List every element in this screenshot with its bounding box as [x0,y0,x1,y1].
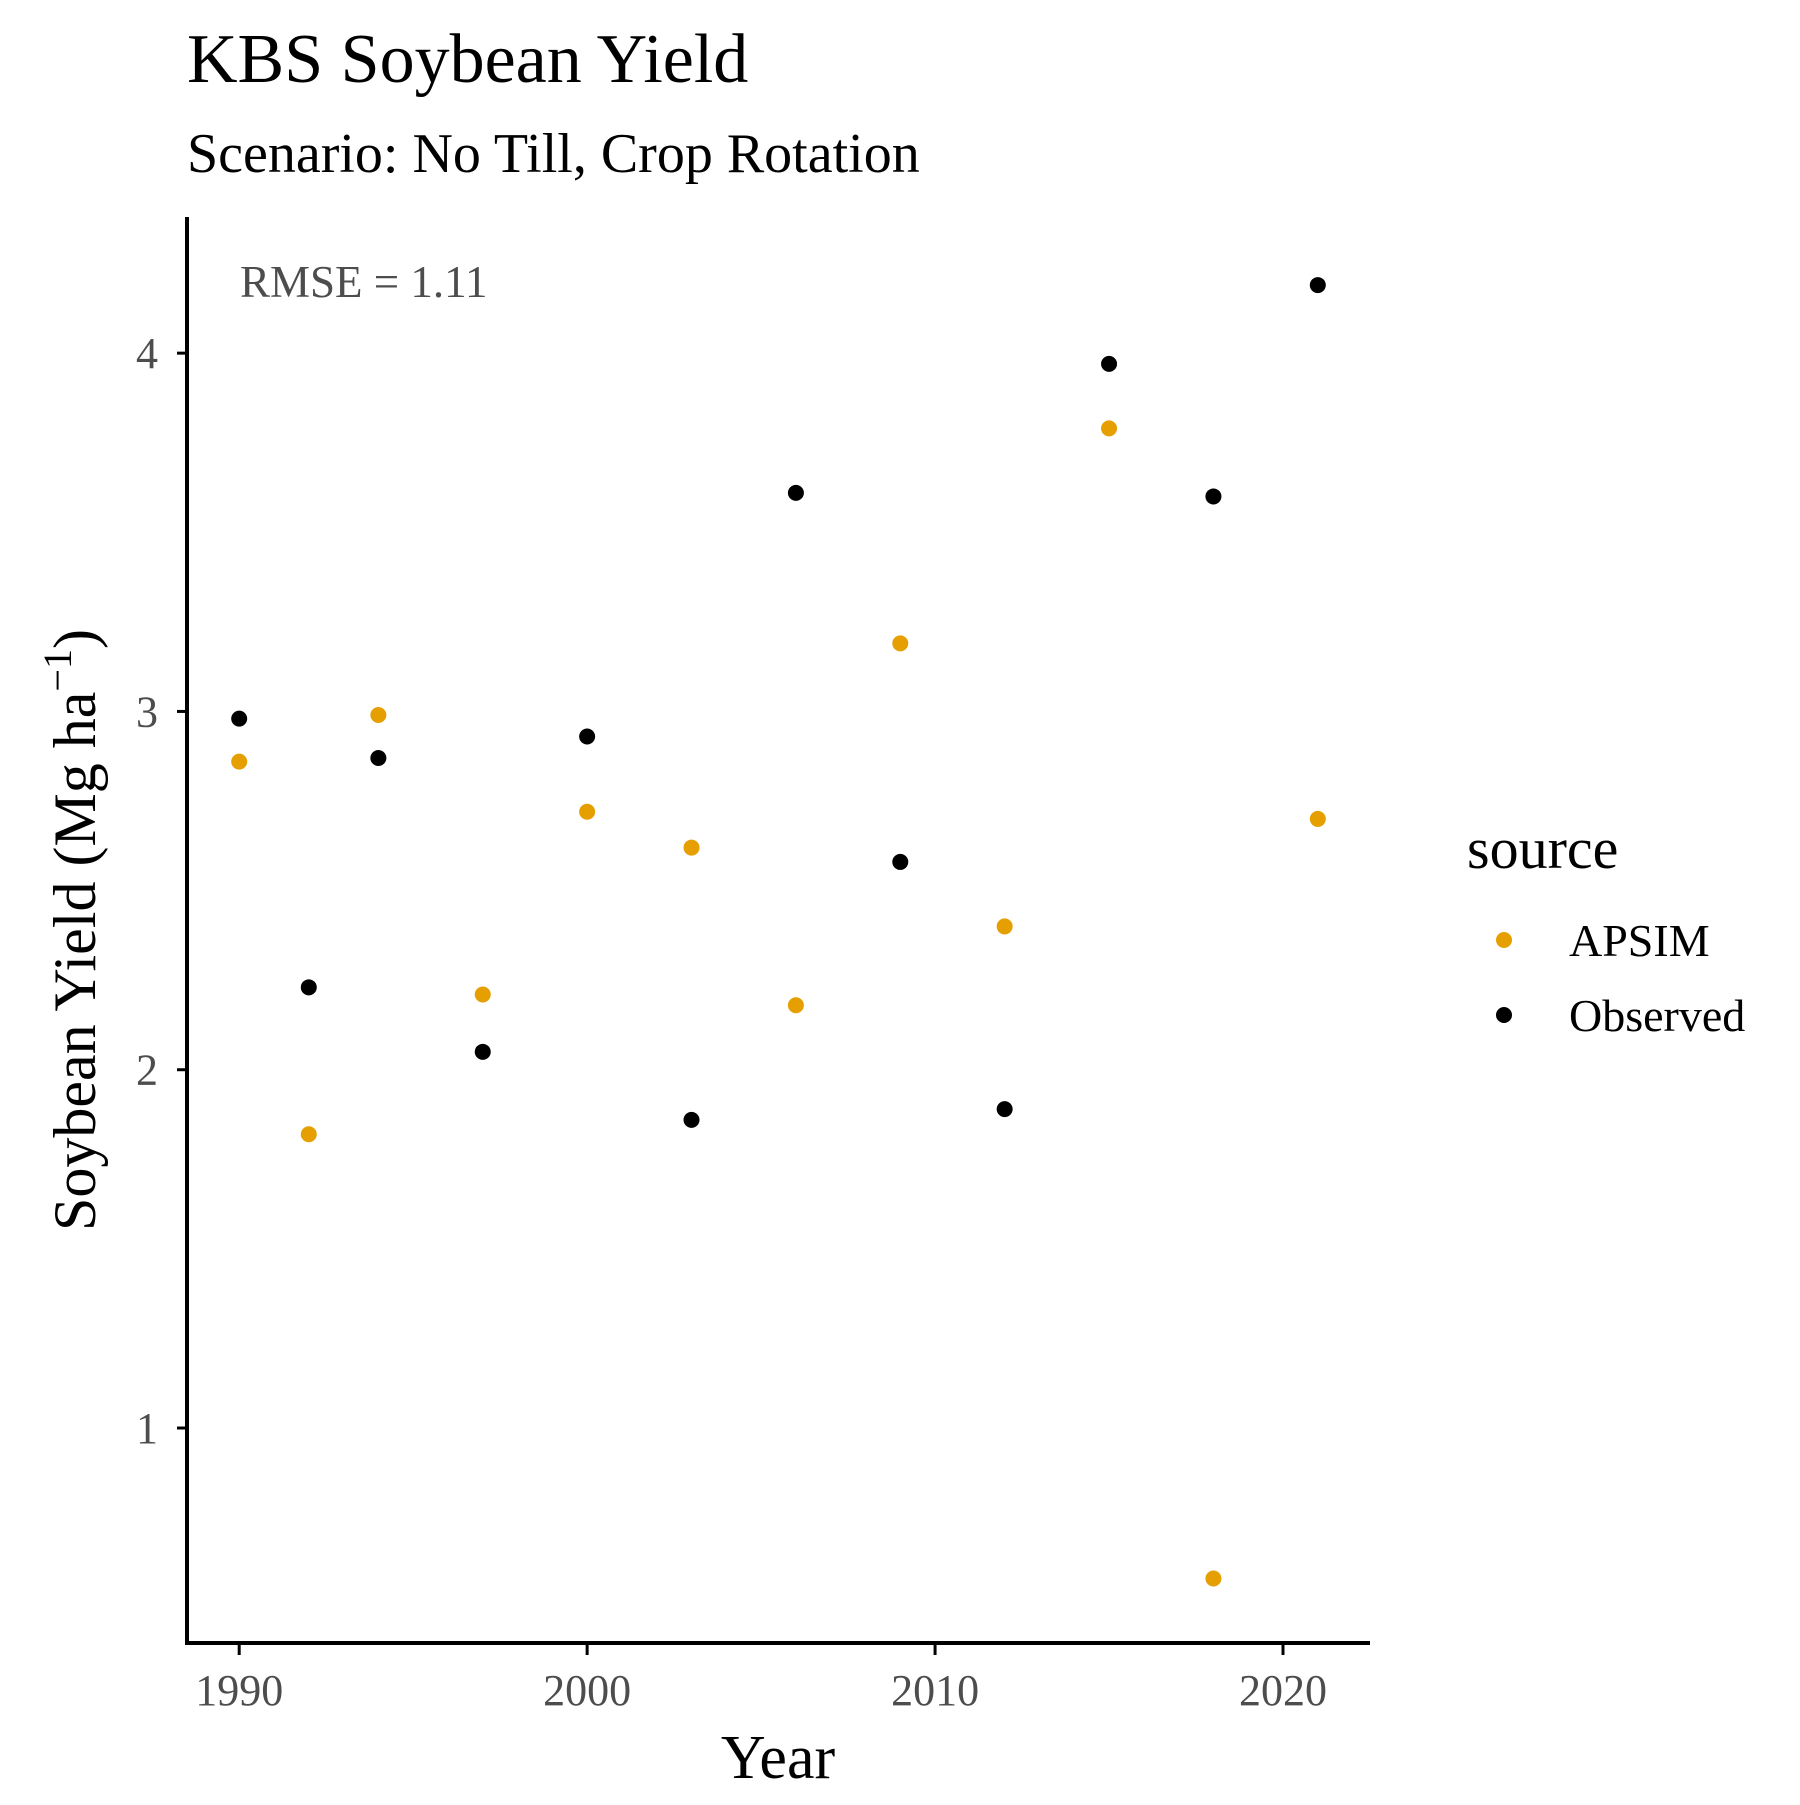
observed-point [996,1101,1013,1118]
y-axis-title: Soybean Yield (Mg ha−1) [35,629,108,1231]
x-tick-label: 2020 [1239,1666,1327,1715]
data-points [231,277,1326,1587]
apsim-point [474,986,491,1003]
x-axis-title: Year [721,1724,836,1792]
apsim-point [892,635,909,652]
legend-key-observed [1496,1007,1512,1023]
observed-point [579,728,596,745]
legend: source APSIM Observed [1467,816,1745,1041]
apsim-point [579,803,596,820]
y-tick-label: 4 [136,329,158,378]
axes [185,217,1370,1645]
chart-subtitle: Scenario: No Till, Crop Rotation [187,123,920,185]
apsim-point [1101,420,1118,437]
chart-title: KBS Soybean Yield [187,21,748,98]
apsim-point [231,753,248,770]
observed-point [370,750,387,767]
observed-point [1101,355,1118,372]
legend-key-apsim [1496,932,1512,948]
y-tick-label: 1 [136,1404,158,1453]
legend-items: APSIM Observed [1496,915,1745,1041]
apsim-point [683,839,700,856]
apsim-point [370,707,387,724]
observed-point [683,1111,700,1128]
y-axis-ticks: 1 2 3 4 [136,329,187,1453]
y-axis-title-main: Soybean Yield (Mg ha [42,692,108,1231]
apsim-point [300,1126,317,1143]
observed-point [474,1043,491,1060]
observed-point [1205,488,1222,505]
legend-title: source [1467,816,1618,881]
x-tick-label: 1990 [195,1666,283,1715]
legend-label-apsim: APSIM [1569,915,1710,966]
observed-point [787,484,804,501]
observed-point [300,979,317,996]
legend-label-observed: Observed [1569,990,1745,1041]
x-axis-ticks: 1990 2000 2010 2020 [195,1643,1327,1715]
observed-point [1309,277,1326,294]
apsim-point [787,997,804,1014]
x-tick-label: 2000 [543,1666,631,1715]
y-tick-label: 2 [136,1046,158,1095]
observed-point [892,853,909,870]
y-axis-title-close: ) [42,629,108,649]
x-tick-label: 2010 [891,1666,979,1715]
apsim-point [996,918,1013,935]
rmse-annotation: RMSE = 1.11 [240,257,488,307]
apsim-point [1309,810,1326,827]
y-axis-title-superscript: −1 [35,649,80,692]
observed-point [231,710,248,727]
y-tick-label: 3 [136,687,158,736]
apsim-point [1205,1570,1222,1587]
